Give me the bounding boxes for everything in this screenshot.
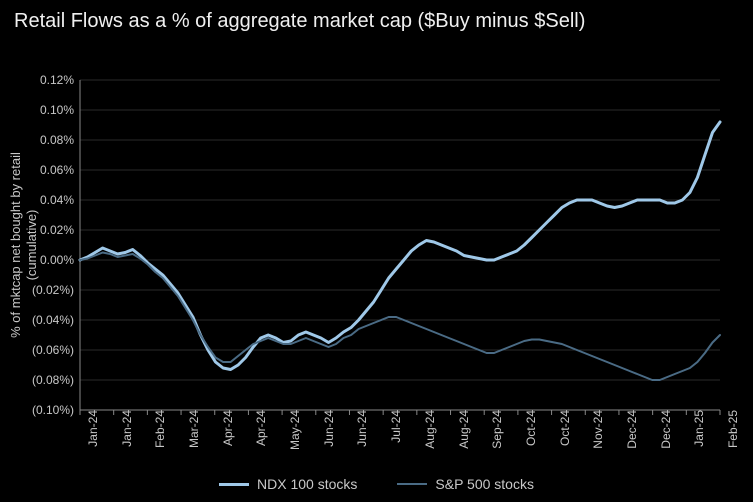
y-tick-label: (0.10%) <box>32 403 80 417</box>
y-axis-label-line1: % of mktcap net bought by retail <box>8 152 23 338</box>
x-tick-label: Jul-24 <box>383 410 403 443</box>
y-tick-label: (0.06%) <box>32 343 80 357</box>
y-tick-label: 0.04% <box>40 193 80 207</box>
x-tick-label: Apr-24 <box>248 410 268 446</box>
legend-swatch <box>219 483 249 486</box>
y-axis-label-line2: (cumulative) <box>24 210 39 281</box>
chart-title: Retail Flows as a % of aggregate market … <box>0 0 753 39</box>
y-tick-label: (0.08%) <box>32 373 80 387</box>
chart-svg <box>80 80 380 230</box>
x-tick-label: Apr-24 <box>215 410 235 446</box>
x-tick-label: Oct-24 <box>552 410 572 446</box>
x-tick-label: May-24 <box>282 410 302 450</box>
x-tick-label: Jan-25 <box>686 410 706 447</box>
legend-item: S&P 500 stocks <box>397 476 534 492</box>
x-tick-label: Jan-24 <box>80 410 100 447</box>
y-tick-label: 0.00% <box>40 253 80 267</box>
plot-area: 0.12%0.10%0.08%0.06%0.04%0.02%0.00%(0.02… <box>80 80 720 410</box>
x-tick-label: Jun-24 <box>349 410 369 447</box>
axis-frame <box>80 80 720 410</box>
x-tick-label: Aug-24 <box>451 410 471 449</box>
x-tick-label: Feb-25 <box>720 410 740 448</box>
x-tick-label: Jan-24 <box>114 410 134 447</box>
legend-label: NDX 100 stocks <box>257 476 357 492</box>
x-tick-label: Dec-24 <box>619 410 639 449</box>
x-tick-label: Sep-24 <box>484 410 504 449</box>
x-tick-label: Nov-24 <box>585 410 605 449</box>
x-tick-label: Dec-24 <box>653 410 673 449</box>
y-tick-label: 0.06% <box>40 163 80 177</box>
x-tick-label: Oct-24 <box>518 410 538 446</box>
y-tick-label: 0.12% <box>40 73 80 87</box>
series-line <box>80 253 720 381</box>
y-tick-label: 0.08% <box>40 133 80 147</box>
y-tick-label: (0.04%) <box>32 313 80 327</box>
x-tick-label: Jun-24 <box>316 410 336 447</box>
x-tick-label: Feb-24 <box>147 410 167 448</box>
x-tick-label: Aug-24 <box>417 410 437 449</box>
legend-swatch <box>397 483 427 485</box>
legend-item: NDX 100 stocks <box>219 476 357 492</box>
y-tick-label: (0.02%) <box>32 283 80 297</box>
y-tick-label: 0.02% <box>40 223 80 237</box>
legend: NDX 100 stocks S&P 500 stocks <box>0 476 753 492</box>
legend-label: S&P 500 stocks <box>435 476 534 492</box>
x-tick-label: Mar-24 <box>181 410 201 448</box>
chart-container: { "title": "Retail Flows as a % of aggre… <box>0 0 753 502</box>
y-tick-label: 0.10% <box>40 103 80 117</box>
series-line <box>80 122 720 370</box>
